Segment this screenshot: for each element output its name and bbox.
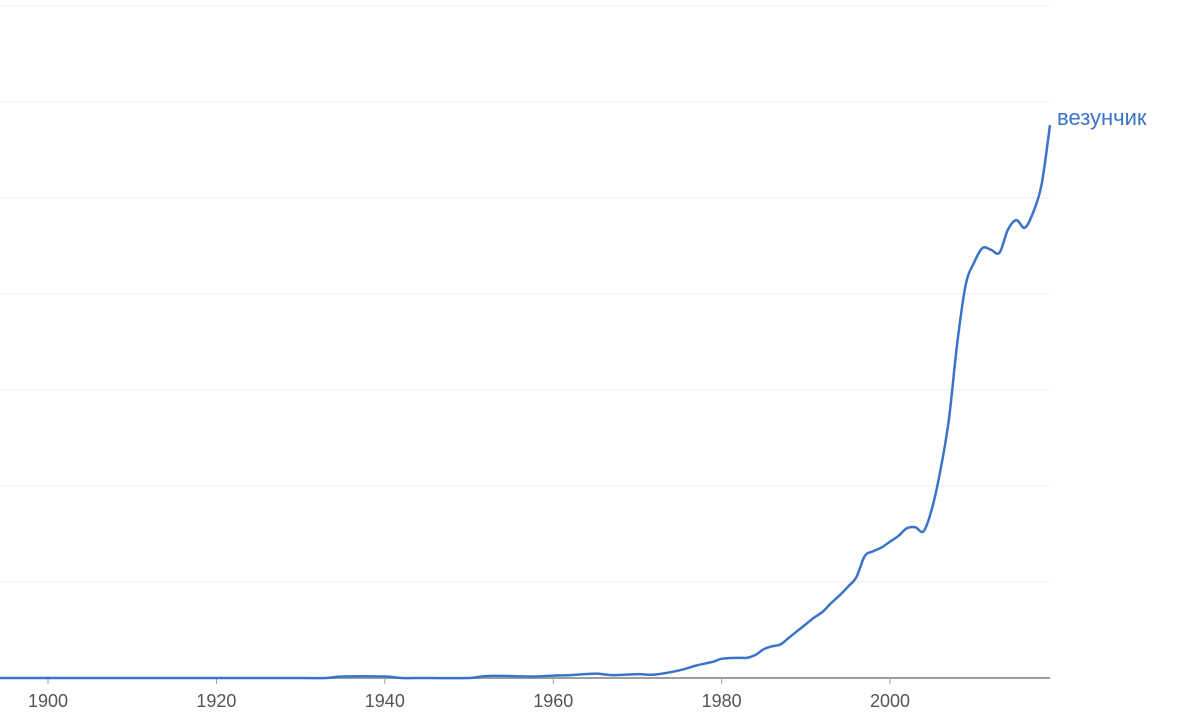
x-tick-label: 1940 [365,691,405,711]
x-tick-label: 1900 [28,691,68,711]
x-tick-label: 1980 [702,691,742,711]
x-tick-label: 2000 [870,691,910,711]
x-tick-label: 1920 [196,691,236,711]
x-tick-label: 1960 [533,691,573,711]
series-line [0,124,1052,680]
series-label: везунчик [1057,105,1147,130]
